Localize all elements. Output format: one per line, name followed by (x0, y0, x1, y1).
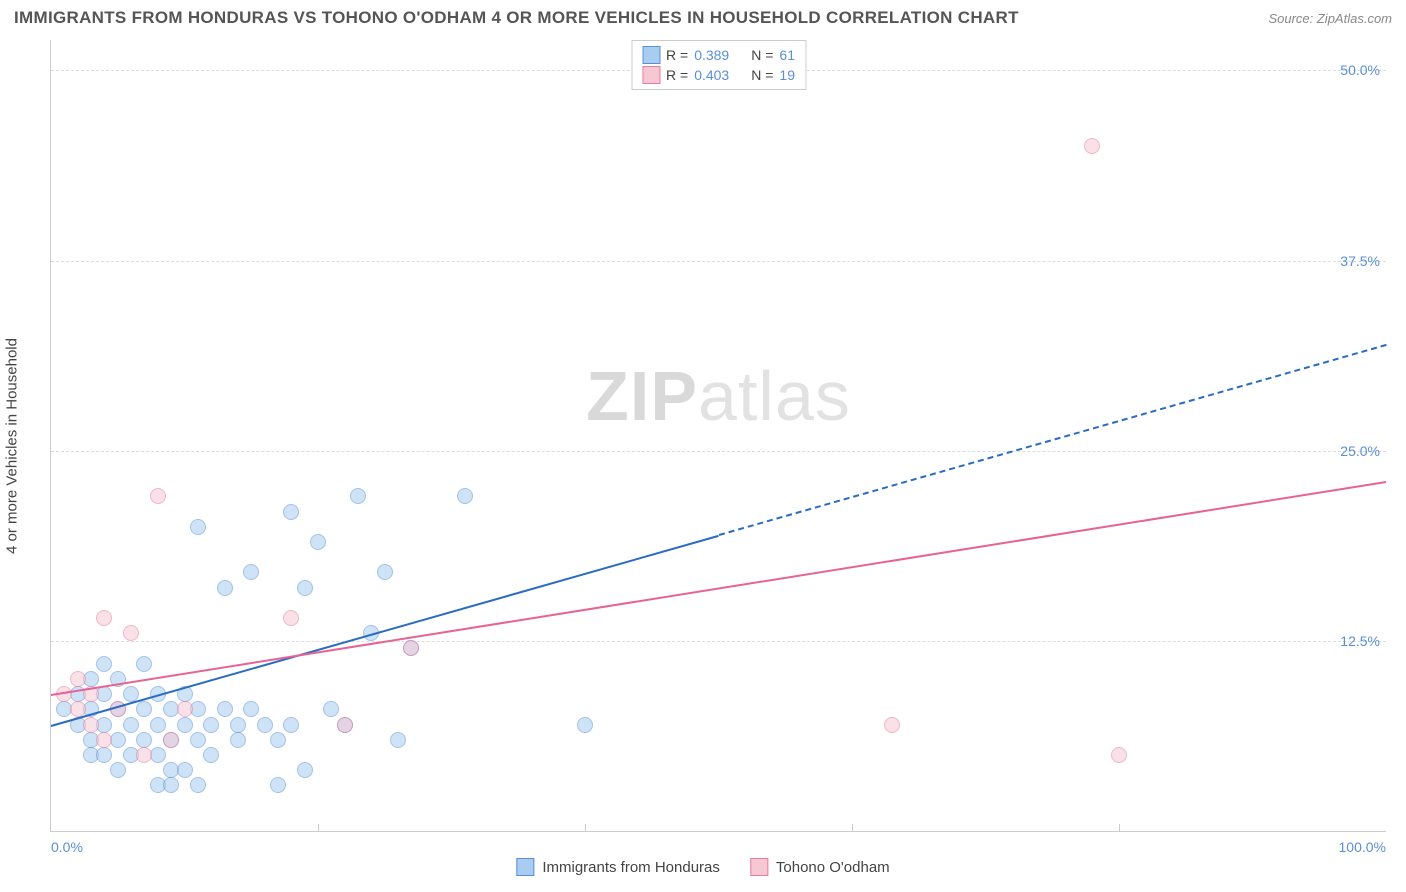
scatter-point-series-0 (390, 732, 406, 748)
scatter-point-series-1 (163, 732, 179, 748)
n-label: N = (751, 67, 773, 83)
scatter-point-series-0 (577, 717, 593, 733)
n-label: N = (751, 47, 773, 63)
scatter-point-series-1 (150, 488, 166, 504)
legend-swatch-series-0 (642, 46, 660, 64)
scatter-point-series-0 (203, 747, 219, 763)
scatter-point-series-0 (377, 564, 393, 580)
scatter-point-series-0 (96, 747, 112, 763)
r-label: R = (666, 67, 688, 83)
x-minor-tick (585, 824, 586, 832)
scatter-point-series-0 (270, 732, 286, 748)
scatter-point-series-0 (323, 701, 339, 717)
scatter-point-series-0 (136, 732, 152, 748)
scatter-point-series-0 (203, 717, 219, 733)
trend-line (718, 344, 1386, 536)
grid-line-horizontal (51, 641, 1386, 642)
y-tick-label: 50.0% (1340, 62, 1380, 78)
legend-swatch-series-1 (642, 66, 660, 84)
r-value-0: 0.389 (694, 47, 729, 63)
scatter-point-series-1 (123, 625, 139, 641)
watermark: ZIPatlas (586, 356, 851, 436)
scatter-point-series-1 (96, 610, 112, 626)
scatter-point-series-0 (190, 519, 206, 535)
scatter-point-series-0 (136, 701, 152, 717)
y-tick-label: 37.5% (1340, 253, 1380, 269)
scatter-point-series-0 (177, 717, 193, 733)
x-minor-tick (852, 824, 853, 832)
y-axis-title: 4 or more Vehicles in Household (4, 338, 21, 554)
scatter-point-series-0 (257, 717, 273, 733)
x-minor-tick (318, 824, 319, 832)
scatter-point-series-0 (110, 762, 126, 778)
scatter-point-series-0 (230, 732, 246, 748)
scatter-point-series-1 (96, 732, 112, 748)
trend-line (51, 481, 1386, 696)
scatter-point-series-1 (83, 717, 99, 733)
scatter-point-series-0 (230, 717, 246, 733)
watermark-bold: ZIP (586, 357, 698, 435)
scatter-point-series-0 (243, 564, 259, 580)
source-label: Source: ZipAtlas.com (1268, 11, 1392, 26)
grid-line-horizontal (51, 261, 1386, 262)
scatter-point-series-0 (217, 701, 233, 717)
scatter-point-series-0 (283, 504, 299, 520)
scatter-point-series-1 (403, 640, 419, 656)
correlation-legend-row: R = 0.403 N = 19 (642, 65, 795, 85)
y-tick-label: 12.5% (1340, 633, 1380, 649)
x-tick-label: 0.0% (51, 839, 83, 855)
legend-item-series-1: Tohono O'odham (750, 858, 890, 876)
legend-label-series-1: Tohono O'odham (776, 859, 890, 876)
scatter-point-series-0 (297, 762, 313, 778)
correlation-legend-row: R = 0.389 N = 61 (642, 45, 795, 65)
scatter-point-series-0 (217, 580, 233, 596)
legend-label-series-0: Immigrants from Honduras (542, 859, 720, 876)
title-bar: IMMIGRANTS FROM HONDURAS VS TOHONO O'ODH… (14, 8, 1392, 28)
scatter-point-series-1 (283, 610, 299, 626)
r-label: R = (666, 47, 688, 63)
scatter-point-series-0 (163, 777, 179, 793)
n-value-1: 19 (779, 67, 795, 83)
n-value-0: 61 (779, 47, 795, 63)
scatter-point-series-1 (884, 717, 900, 733)
chart-title: IMMIGRANTS FROM HONDURAS VS TOHONO O'ODH… (14, 8, 1019, 28)
scatter-point-series-0 (270, 777, 286, 793)
scatter-point-series-1 (136, 747, 152, 763)
scatter-point-series-1 (337, 717, 353, 733)
scatter-point-series-0 (457, 488, 473, 504)
scatter-plot-area: ZIPatlas R = 0.389 N = 61 R = 0.403 N = … (50, 40, 1386, 832)
watermark-light: atlas (698, 357, 851, 435)
y-tick-label: 25.0% (1340, 443, 1380, 459)
x-tick-label: 100.0% (1339, 839, 1386, 855)
scatter-point-series-0 (350, 488, 366, 504)
scatter-point-series-0 (177, 762, 193, 778)
scatter-point-series-0 (243, 701, 259, 717)
series-legend: Immigrants from Honduras Tohono O'odham (516, 858, 889, 876)
scatter-point-series-0 (283, 717, 299, 733)
legend-swatch-series-0 (516, 858, 534, 876)
scatter-point-series-1 (1111, 747, 1127, 763)
scatter-point-series-0 (310, 534, 326, 550)
scatter-point-series-0 (123, 717, 139, 733)
grid-line-horizontal (51, 451, 1386, 452)
scatter-point-series-0 (136, 656, 152, 672)
scatter-point-series-0 (150, 717, 166, 733)
scatter-point-series-0 (190, 732, 206, 748)
r-value-1: 0.403 (694, 67, 729, 83)
scatter-point-series-1 (70, 671, 86, 687)
legend-swatch-series-1 (750, 858, 768, 876)
scatter-point-series-1 (177, 701, 193, 717)
scatter-point-series-0 (96, 656, 112, 672)
x-minor-tick (1119, 824, 1120, 832)
correlation-legend: R = 0.389 N = 61 R = 0.403 N = 19 (631, 40, 806, 90)
trend-line (51, 534, 719, 726)
scatter-point-series-0 (297, 580, 313, 596)
legend-item-series-0: Immigrants from Honduras (516, 858, 720, 876)
scatter-point-series-0 (190, 777, 206, 793)
scatter-point-series-1 (1084, 138, 1100, 154)
